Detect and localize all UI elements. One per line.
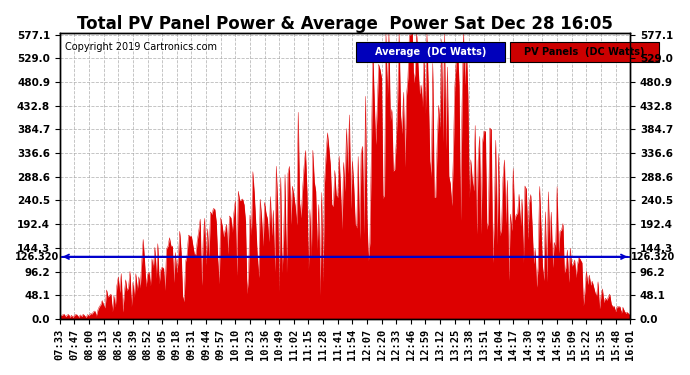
Text: Copyright 2019 Cartronics.com: Copyright 2019 Cartronics.com xyxy=(66,42,217,52)
Title: Total PV Panel Power & Average  Power Sat Dec 28 16:05: Total PV Panel Power & Average Power Sat… xyxy=(77,15,613,33)
FancyBboxPatch shape xyxy=(511,42,659,62)
Text: 126.320: 126.320 xyxy=(15,252,59,262)
FancyBboxPatch shape xyxy=(357,42,504,62)
Text: 126.320: 126.320 xyxy=(631,252,675,262)
Text: PV Panels  (DC Watts): PV Panels (DC Watts) xyxy=(524,47,645,57)
Text: Average  (DC Watts): Average (DC Watts) xyxy=(375,47,486,57)
